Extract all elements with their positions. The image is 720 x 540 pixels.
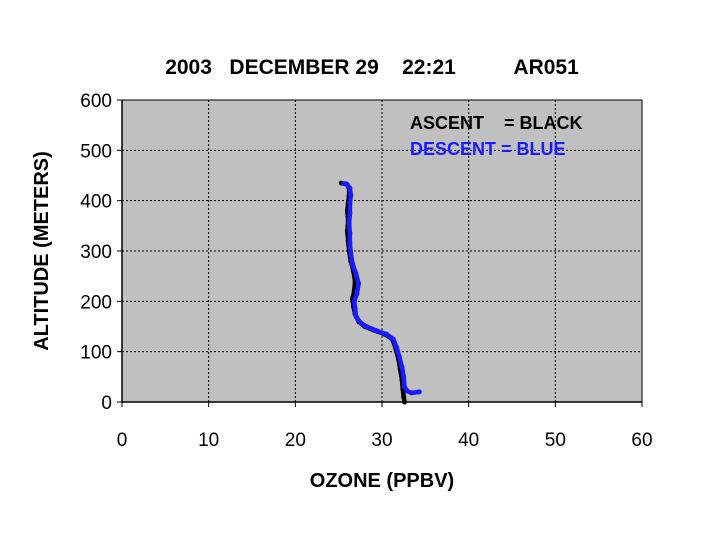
series-layer [338, 180, 422, 405]
y-tick-label: 500 [80, 141, 112, 162]
x-tick-label: 0 [117, 430, 128, 451]
descent-data-point [350, 261, 355, 267]
legend-ascent: ASCENT = BLACK [410, 113, 583, 133]
descent-data-point [383, 331, 389, 337]
x-tick-labels: 0 10 20 30 40 50 60 [117, 430, 653, 451]
descent-data-point [346, 220, 352, 226]
y-tick-label: 0 [101, 393, 112, 414]
descent-data-point [347, 240, 353, 246]
y-tick-label: 200 [80, 292, 112, 313]
x-tick-label: 20 [285, 430, 306, 451]
descent-data-point [347, 185, 353, 191]
x-tick-label: 50 [545, 430, 566, 451]
y-tick-label: 400 [80, 192, 112, 213]
descent-data-point [353, 313, 359, 319]
y-tick-label: 100 [80, 343, 112, 364]
descent-data-point [348, 251, 354, 256]
descent-data-point [352, 306, 358, 312]
y-tick-label: 600 [80, 91, 112, 112]
descent-data-point [394, 345, 400, 351]
legend-descent: DESCENT = BLUE [410, 139, 566, 159]
descent-data-point [409, 390, 414, 396]
chart-title: 2003 DECEMBER 29 22:21 AR051 [165, 56, 579, 79]
y-axis-label: ALTITUDE (METERS) [31, 151, 53, 351]
descent-data-point [353, 271, 359, 277]
x-tick-label: 30 [371, 430, 392, 451]
descent-data-point [347, 230, 353, 236]
x-tick-label: 60 [631, 430, 652, 451]
descent-data-point [390, 336, 396, 342]
descent-data-point [416, 389, 422, 395]
descent-data-point [402, 384, 407, 390]
descent-data-point [401, 374, 407, 380]
descent-data-point [399, 364, 405, 370]
grid-lines [122, 100, 642, 402]
descent-data-point [351, 298, 357, 304]
descent-data-point [357, 320, 363, 325]
descent-data-point [354, 291, 360, 297]
descent-data-point [356, 281, 362, 287]
descent-data-point [404, 388, 410, 394]
descent-data-point [348, 193, 354, 199]
descent-data-point [396, 354, 402, 360]
descent-data-point [363, 324, 369, 329]
axes [117, 99, 643, 407]
x-tick-label: 10 [198, 430, 219, 451]
y-tick-labels: 0 100 200 300 400 500 600 [80, 91, 112, 414]
descent-data-point [347, 200, 353, 206]
ascent-data-point [401, 394, 407, 400]
descent-data-point [347, 210, 353, 216]
y-tick-label: 300 [80, 242, 112, 263]
x-tick-label: 40 [458, 430, 479, 451]
descent-data-point [341, 181, 347, 187]
descent-data-point [373, 328, 379, 333]
x-axis-label: OZONE (PPBV) [310, 470, 454, 492]
